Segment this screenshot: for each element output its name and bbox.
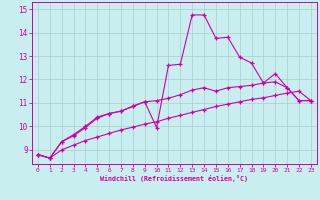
X-axis label: Windchill (Refroidissement éolien,°C): Windchill (Refroidissement éolien,°C) (100, 175, 248, 182)
